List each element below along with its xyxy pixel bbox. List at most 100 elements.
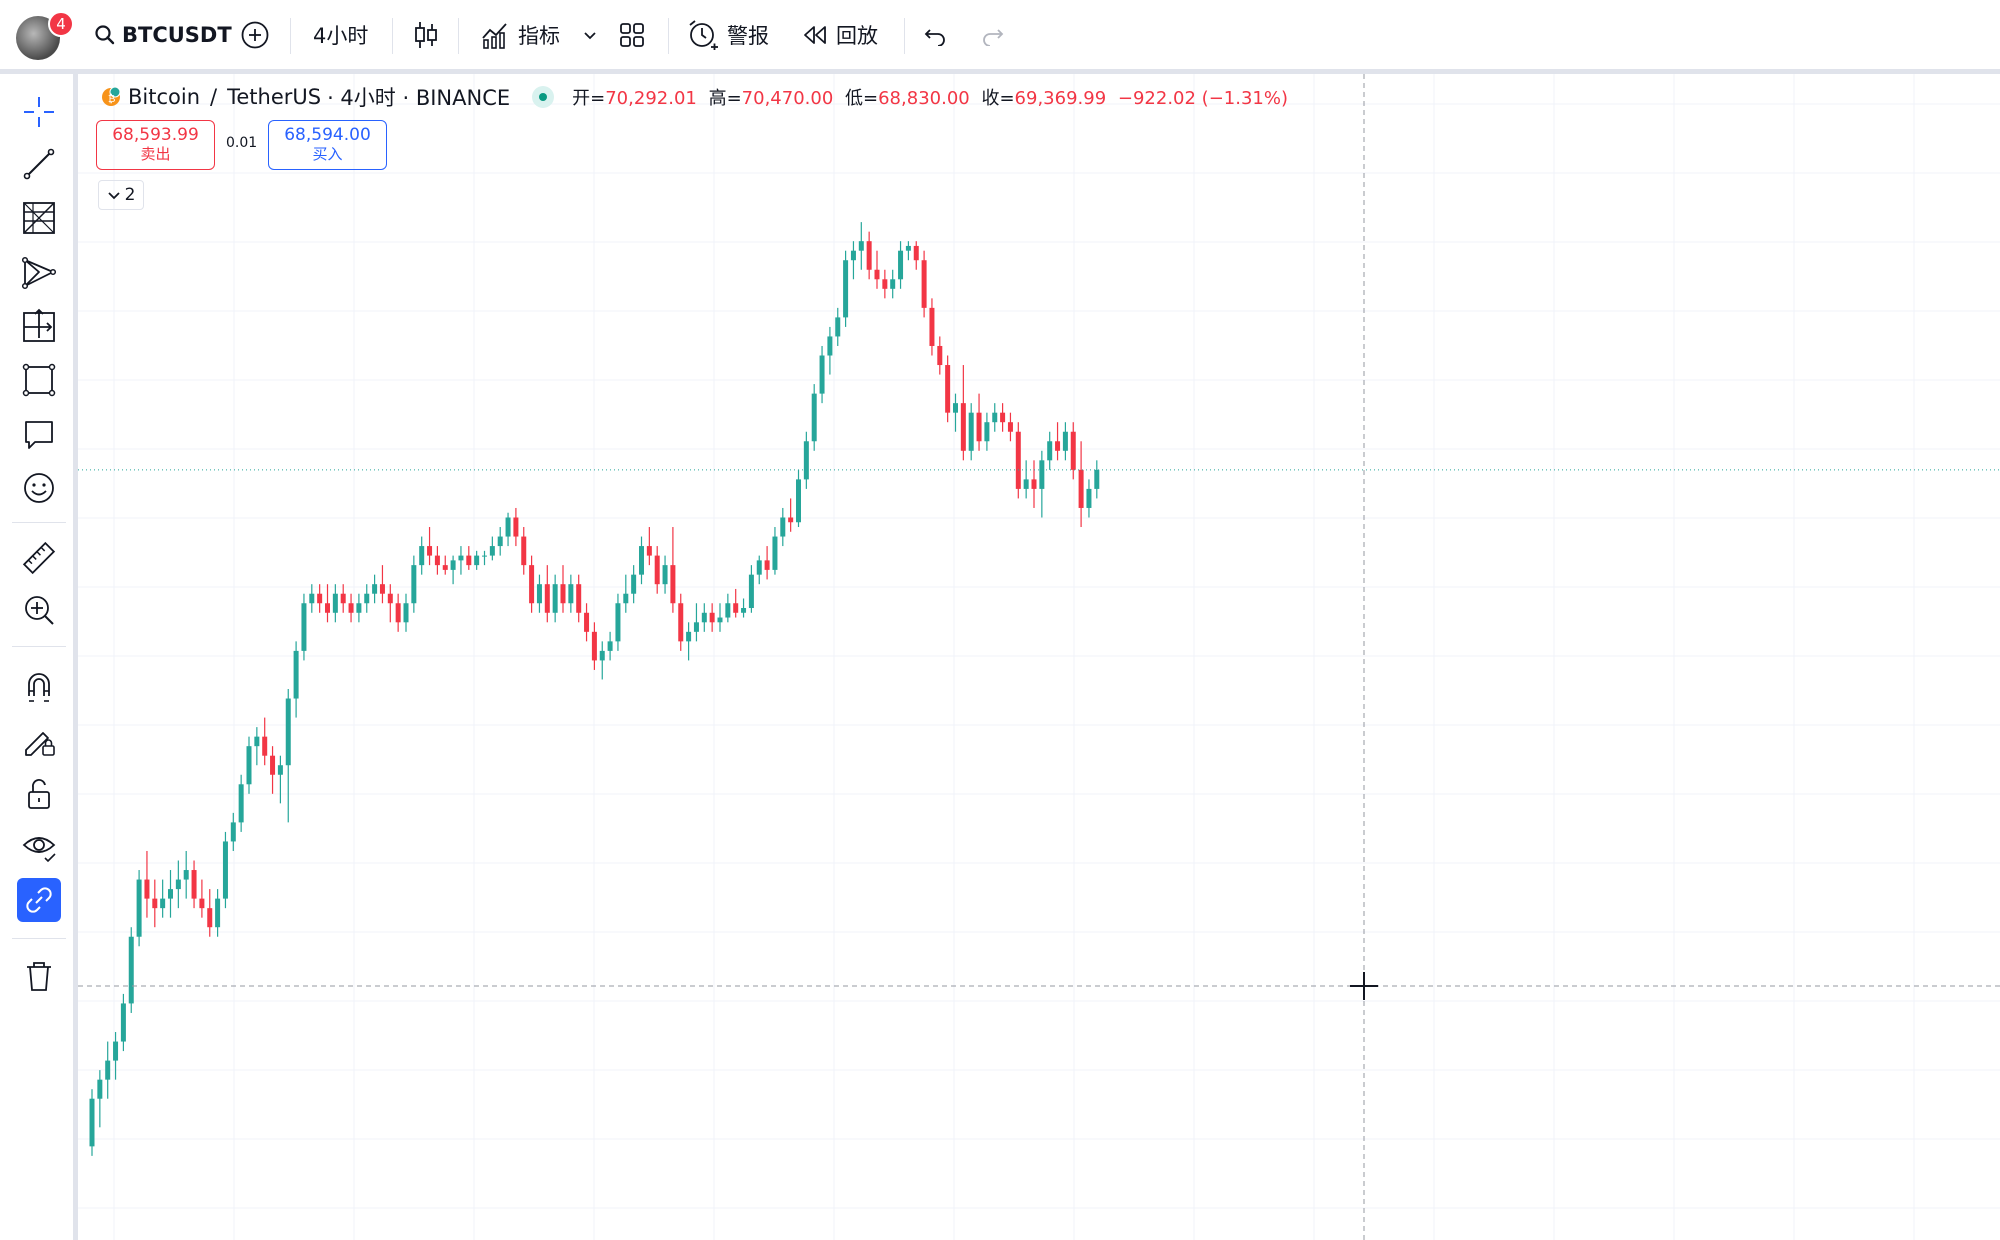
candle-body <box>466 555 472 566</box>
candle-body <box>120 1003 126 1042</box>
chart-pane[interactable] <box>78 74 2000 1240</box>
lock-all-tool[interactable] <box>17 772 61 816</box>
open-value: 70,292.01 <box>605 88 697 109</box>
candle-body <box>403 603 409 623</box>
buy-button[interactable]: 68,594.00 买入 <box>268 120 387 170</box>
candle-body <box>835 317 841 337</box>
candle-body <box>246 746 252 785</box>
sell-button[interactable]: 68,593.99 卖出 <box>96 120 215 170</box>
annotation-icon <box>25 421 53 449</box>
hide-drawings-tool[interactable] <box>17 824 61 868</box>
compare-symbol-button[interactable] <box>240 0 270 70</box>
toolbar-divider <box>12 938 66 939</box>
geometric-shapes-icon <box>22 363 56 397</box>
candle-body <box>631 574 637 594</box>
top-toolbar: 4 BTCUSDT 4小时 指标 警报 回放 <box>0 0 2000 74</box>
alerts-button[interactable]: 警报 <box>687 0 769 70</box>
candle-body <box>984 422 990 442</box>
layout-templates-button[interactable] <box>618 0 646 70</box>
candle-body <box>756 560 762 575</box>
indicators-button[interactable]: 指标 <box>480 0 560 70</box>
candle-body <box>646 546 652 556</box>
candle-body <box>953 403 958 413</box>
chart-type-button[interactable] <box>412 0 440 70</box>
magnet-icon <box>28 673 50 702</box>
candle-body <box>929 307 935 346</box>
undo-button[interactable] <box>922 0 948 70</box>
candle-body <box>717 617 723 623</box>
zoom-in-icon <box>25 596 54 625</box>
candle-body <box>913 245 919 261</box>
candle-body <box>411 565 417 604</box>
candle-body <box>152 898 158 909</box>
indicators-count: 2 <box>124 185 136 205</box>
symbol-search-button[interactable]: BTCUSDT <box>94 0 232 70</box>
indicators-dropdown[interactable] <box>582 0 598 70</box>
emoji-icon <box>24 473 54 503</box>
lock-all-icon <box>28 779 50 809</box>
candle-body <box>827 336 833 356</box>
candle-body <box>105 1060 111 1080</box>
candle-body <box>489 546 495 556</box>
candle-body <box>144 879 150 899</box>
candle-body <box>1031 479 1037 489</box>
candle-body <box>709 612 715 623</box>
legend-base[interactable]: Bitcoin <box>128 85 201 109</box>
candle-body <box>427 546 433 556</box>
candle-body <box>639 546 644 575</box>
trend-line-tool[interactable] <box>17 142 61 186</box>
alarm-clock-icon <box>689 20 718 50</box>
magnet-tool[interactable] <box>17 664 61 708</box>
candle-body <box>379 584 385 594</box>
candle-body <box>937 345 943 366</box>
candlestick-chart[interactable] <box>78 74 2000 1240</box>
geometric-shapes-tool[interactable] <box>17 358 61 402</box>
open-label: 开= <box>572 88 606 109</box>
candle-body <box>1055 441 1061 451</box>
fib-retracement-tool[interactable] <box>17 196 61 240</box>
measure-tool[interactable] <box>17 536 61 580</box>
candle-body <box>992 412 998 423</box>
buy-label: 买入 <box>312 145 343 163</box>
link-tool[interactable] <box>17 878 61 922</box>
pattern-tool[interactable] <box>17 250 61 294</box>
grid-icon <box>620 23 644 47</box>
candle-body <box>670 565 676 604</box>
candle-body <box>482 555 487 557</box>
candle-body <box>976 412 982 442</box>
candle-body <box>725 603 731 618</box>
sell-label: 卖出 <box>140 145 171 163</box>
candle-body <box>395 603 401 623</box>
candle-body <box>513 517 519 537</box>
candle-body <box>748 574 754 609</box>
interval-button[interactable]: 4小时 <box>313 24 369 48</box>
eye-icon <box>22 837 56 863</box>
candle-body <box>1078 469 1084 508</box>
candle-body <box>866 241 872 270</box>
prediction-tool[interactable] <box>17 304 61 348</box>
lock-drawing-tool[interactable] <box>17 718 61 762</box>
symbol-legend: ₿ Bitcoin / TetherUS · 4小时 · BINANCE 开=7… <box>100 82 1288 112</box>
remove-drawings-tool[interactable] <box>17 954 61 998</box>
candle-body <box>686 631 692 642</box>
legend-interval-exchange: · 4小时 · BINANCE <box>327 86 511 110</box>
candle-body <box>654 555 660 585</box>
candle-body <box>207 908 213 928</box>
crosshair-tool[interactable] <box>17 90 61 134</box>
candle-body <box>678 603 684 642</box>
candle-body <box>1023 479 1029 489</box>
indicators-collapse-toggle[interactable]: 2 <box>98 180 144 210</box>
candle-body <box>536 584 542 604</box>
candle-body <box>701 612 707 623</box>
annotation-tool[interactable] <box>17 412 61 456</box>
candle-body <box>599 650 605 661</box>
replay-button[interactable]: 回放 <box>802 0 878 70</box>
legend-quote[interactable]: TetherUS <box>227 85 322 109</box>
zoom-in-tool[interactable] <box>17 588 61 632</box>
ruler-icon <box>22 541 56 575</box>
candle-body <box>199 898 205 909</box>
market-status-icon[interactable] <box>532 86 555 108</box>
toolbar-divider <box>904 18 905 54</box>
redo-button[interactable] <box>980 0 1006 70</box>
emoji-tool[interactable] <box>17 466 61 510</box>
